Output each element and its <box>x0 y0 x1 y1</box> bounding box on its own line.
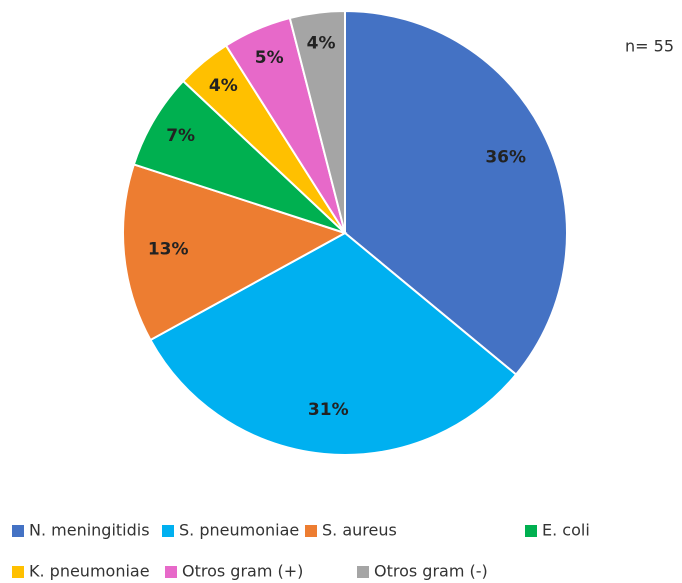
legend-label: S. pneumoniae <box>179 521 299 540</box>
legend-swatch <box>525 525 537 537</box>
legend-label: Otros gram (-) <box>374 562 488 581</box>
annotation: n= 55 <box>625 37 674 56</box>
data-label: 31% <box>308 400 349 420</box>
data-label: 36% <box>485 147 526 167</box>
data-label: 7% <box>166 126 195 146</box>
legend-label: K. pneumoniae <box>29 562 150 581</box>
legend-swatch <box>12 566 24 578</box>
legend-label: S. aureus <box>322 521 397 540</box>
data-label: 4% <box>209 76 238 96</box>
legend-swatch <box>165 566 177 578</box>
data-label: 13% <box>148 240 189 260</box>
pie-slice <box>122 163 348 342</box>
data-label: 4% <box>307 34 336 54</box>
pie-slice <box>344 9 568 376</box>
legend-label: E. coli <box>542 521 590 540</box>
pie-slice <box>149 231 518 456</box>
legend-swatch <box>305 525 317 537</box>
pie-slice <box>288 9 346 234</box>
legend-label: Otros gram (+) <box>182 562 303 581</box>
legend-swatch <box>162 525 174 537</box>
legend-swatch <box>12 525 24 537</box>
legend-swatch <box>357 566 369 578</box>
legend-label: N. meningitidis <box>29 521 150 540</box>
data-label: 5% <box>255 48 284 68</box>
